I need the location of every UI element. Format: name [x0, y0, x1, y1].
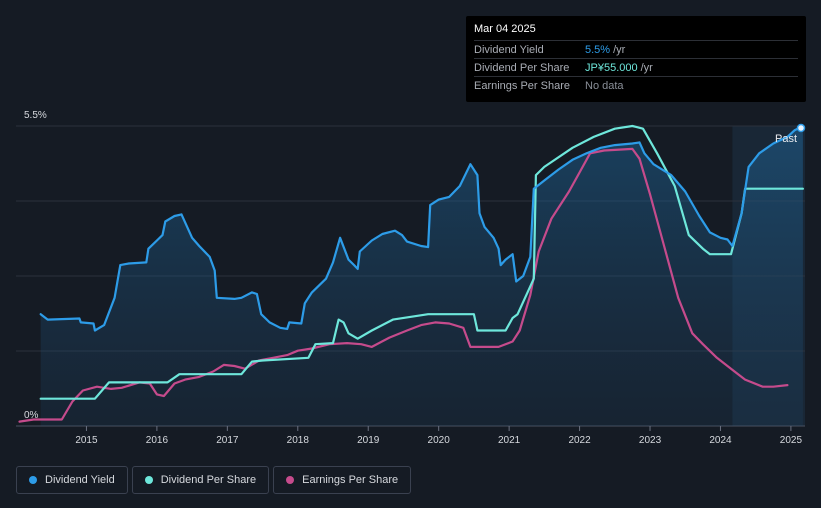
- tooltip-unit: /yr: [640, 61, 653, 74]
- legend-dot-icon: [286, 476, 295, 484]
- y-axis-min-label: 0%: [24, 410, 39, 421]
- tooltip-label: Dividend Per Share: [474, 61, 570, 74]
- legend-dividend-yield[interactable]: Dividend Yield: [16, 466, 128, 494]
- tooltip-number: 5.5%: [585, 43, 611, 56]
- tooltip-label: Dividend Yield: [474, 43, 544, 56]
- tooltip-unit: /yr: [613, 43, 626, 56]
- y-axis-max-label: 5.5%: [24, 110, 47, 121]
- tooltip-row-earnings-per-share: Earnings Per Share No data: [474, 76, 798, 94]
- x-tick-label: 2023: [639, 435, 662, 446]
- x-tick-label: 2018: [287, 435, 310, 446]
- x-axis: 2015 2016 2017 2018 2019 2020 2021 2022 2023 2024…: [75, 426, 802, 446]
- legend-dot-icon: [144, 476, 153, 484]
- legend-earnings-per-share[interactable]: Earnings Per Share: [273, 466, 412, 494]
- tooltip-row-dividend-yield: Dividend Yield 5.5%/yr: [474, 40, 798, 58]
- legend-label: Dividend Yield: [45, 474, 115, 486]
- x-tick-label: 2021: [498, 435, 521, 446]
- x-tick-label: 2024: [709, 435, 732, 446]
- dividend-yield-line: [39, 124, 804, 332]
- earnings-per-share-line: [18, 147, 789, 423]
- chart-tooltip: Mar 04 2025 Dividend Yield 5.5%/yr Divid…: [466, 16, 806, 102]
- tooltip-date: Mar 04 2025: [474, 23, 536, 35]
- tooltip-value: JP¥55.000/yr: [585, 62, 653, 74]
- dividend-yield-area: [40, 126, 803, 426]
- dividend-per-share-line: [39, 124, 804, 400]
- x-tick-label: 2015: [75, 435, 98, 446]
- tooltip-number: JP¥55.000: [585, 61, 638, 74]
- x-tick-label: 2022: [568, 435, 591, 446]
- legend-dot-icon: [29, 476, 37, 484]
- legend-dividend-per-share[interactable]: Dividend Per Share: [131, 466, 270, 494]
- yield-end-marker: [796, 123, 806, 133]
- chart-legend: Dividend Yield Dividend Per Share Earnin…: [16, 466, 412, 494]
- past-label: Past: [775, 133, 797, 145]
- legend-label: Dividend Per Share: [160, 474, 257, 486]
- yield-area-fill: [40, 126, 803, 426]
- series-lines: [18, 124, 804, 423]
- tooltip-row-dividend-per-share: Dividend Per Share JP¥55.000/yr: [474, 58, 798, 76]
- x-tick-label: 2016: [146, 435, 169, 446]
- x-tick-label: 2019: [357, 435, 380, 446]
- tooltip-label: Earnings Per Share: [474, 79, 570, 92]
- tooltip-number: No data: [585, 79, 624, 92]
- tooltip-value: 5.5%/yr: [585, 44, 625, 56]
- legend-label: Earnings Per Share: [302, 474, 399, 486]
- x-tick-label: 2020: [428, 435, 451, 446]
- x-tick-label: 2025: [780, 435, 803, 446]
- x-tick-label: 2017: [216, 435, 239, 446]
- tooltip-value: No data: [585, 80, 627, 92]
